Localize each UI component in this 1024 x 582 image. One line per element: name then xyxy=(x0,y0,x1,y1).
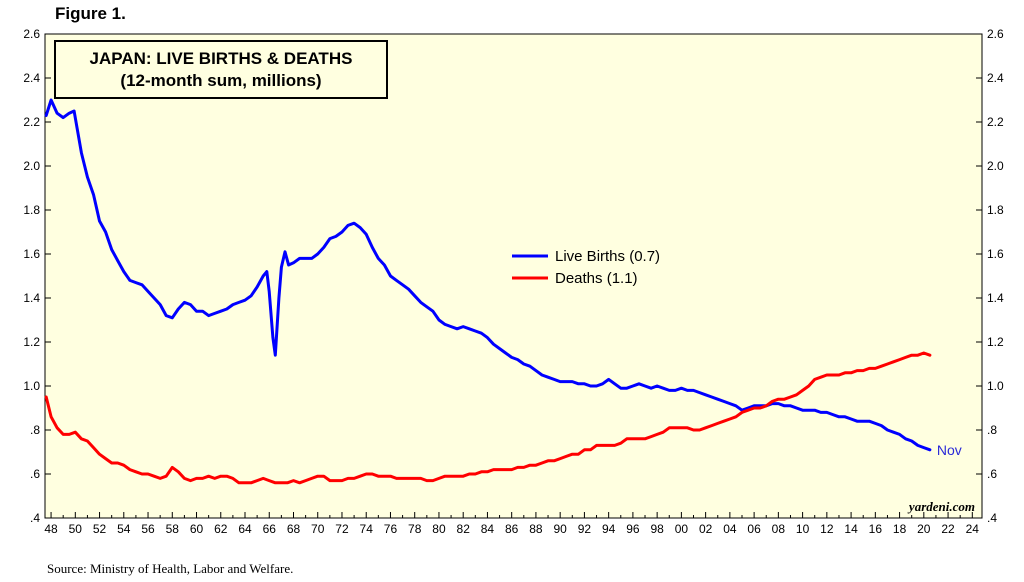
x-tick-label: 08 xyxy=(772,522,786,536)
y-tick-label-right: 2.4 xyxy=(987,71,1004,85)
y-tick-label-left: 1.6 xyxy=(23,247,40,261)
y-tick-label-left: 2.0 xyxy=(23,159,40,173)
y-tick-label-right: 1.0 xyxy=(987,379,1004,393)
x-tick-label: 86 xyxy=(505,522,519,536)
y-tick-label-right: .4 xyxy=(987,511,997,525)
y-tick-label-left: .4 xyxy=(30,511,40,525)
end-label: Nov xyxy=(937,442,962,458)
legend-label-births: Live Births (0.7) xyxy=(555,248,660,265)
y-tick-label-left: 1.8 xyxy=(23,203,40,217)
x-tick-label: 56 xyxy=(141,522,155,536)
chart-subtitle: (12-month sum, millions) xyxy=(120,71,321,90)
x-tick-label: 82 xyxy=(457,522,471,536)
y-tick-label-left: 1.4 xyxy=(23,291,40,305)
source-note: Source: Ministry of Health, Labor and We… xyxy=(47,561,294,576)
credit: yardeni.com xyxy=(907,499,975,514)
x-tick-label: 18 xyxy=(893,522,907,536)
x-tick-label: 10 xyxy=(796,522,810,536)
plot-area xyxy=(44,33,983,519)
x-tick-label: 80 xyxy=(432,522,446,536)
x-tick-label: 98 xyxy=(650,522,664,536)
y-axis-right: .4 .6 .8 1.0 1.2 1.4 1.6 1.8 2.0 2.2 2.4 2.6 xyxy=(976,27,1004,525)
x-tick-label: 84 xyxy=(481,522,495,536)
legend: Live Births (0.7) Deaths (1.1) xyxy=(512,248,660,287)
x-tick-label: 06 xyxy=(747,522,761,536)
figure-label: Figure 1. xyxy=(55,4,126,23)
x-tick-label: 20 xyxy=(917,522,931,536)
y-tick-label-left: 2.6 xyxy=(23,27,40,41)
y-tick-label-right: 2.6 xyxy=(987,27,1004,41)
chart: .4 .6 .8 1.0 1.2 1.4 1.6 1.8 2.0 2.2 2.4 2.6 .4 .6 .8… xyxy=(23,27,1004,536)
x-tick-label: 12 xyxy=(820,522,834,536)
x-tick-label: 68 xyxy=(287,522,301,536)
legend-label-deaths: Deaths (1.1) xyxy=(555,270,638,287)
x-tick-label: 48 xyxy=(44,522,58,536)
x-tick-label: 90 xyxy=(553,522,567,536)
series-line-births xyxy=(44,98,932,452)
y-tick-label-right: 1.6 xyxy=(987,247,1004,261)
x-tick-label: 60 xyxy=(190,522,204,536)
x-tick-label: 02 xyxy=(699,522,713,536)
y-tick-label-right: 1.4 xyxy=(987,291,1004,305)
series-line-deaths xyxy=(44,351,932,485)
y-tick-label-right: 2.2 xyxy=(987,115,1004,129)
y-tick-label-right: 1.8 xyxy=(987,203,1004,217)
x-tick-label: 62 xyxy=(214,522,228,536)
x-tick-label: 76 xyxy=(384,522,398,536)
x-tick-label: 94 xyxy=(602,522,616,536)
y-axis-left: .4 .6 .8 1.0 1.2 1.4 1.6 1.8 2.0 2.2 2.4 2.6 xyxy=(23,27,51,525)
title-box: JAPAN: LIVE BIRTHS & DEATHS (12-month su… xyxy=(54,40,388,99)
y-tick-label-left: 1.2 xyxy=(23,335,40,349)
y-tick-label-left: .6 xyxy=(30,467,40,481)
y-tick-label-right: 2.0 xyxy=(987,159,1004,173)
x-tick-label: 66 xyxy=(263,522,277,536)
x-tick-label: 58 xyxy=(166,522,180,536)
x-axis: 48 50 52 54 56 58 60 62 64 66 68 70 72 74 76 78 80 82 84 86… xyxy=(44,512,979,536)
y-tick-label-left: .8 xyxy=(30,423,40,437)
x-tick-label: 24 xyxy=(966,522,980,536)
x-tick-label: 22 xyxy=(941,522,955,536)
x-tick-label: 52 xyxy=(93,522,107,536)
x-tick-label: 50 xyxy=(69,522,83,536)
series-lines xyxy=(44,98,932,485)
chart-title: JAPAN: LIVE BIRTHS & DEATHS xyxy=(90,49,353,68)
x-tick-label: 74 xyxy=(360,522,374,536)
x-tick-label: 96 xyxy=(626,522,640,536)
y-tick-label-left: 1.0 xyxy=(23,379,40,393)
x-tick-label: 54 xyxy=(117,522,131,536)
y-tick-label-left: 2.2 xyxy=(23,115,40,129)
x-tick-label: 04 xyxy=(723,522,737,536)
x-tick-label: 70 xyxy=(311,522,325,536)
x-tick-label: 64 xyxy=(238,522,252,536)
x-tick-label: 72 xyxy=(335,522,349,536)
y-tick-label-right: .6 xyxy=(987,467,997,481)
x-tick-label: 88 xyxy=(529,522,543,536)
y-tick-label-right: 1.2 xyxy=(987,335,1004,349)
x-tick-label: 78 xyxy=(408,522,422,536)
y-tick-label-left: 2.4 xyxy=(23,71,40,85)
x-tick-label: 00 xyxy=(675,522,689,536)
x-tick-label: 14 xyxy=(844,522,858,536)
y-tick-label-right: .8 xyxy=(987,423,997,437)
x-tick-label: 16 xyxy=(869,522,883,536)
x-tick-label: 92 xyxy=(578,522,592,536)
